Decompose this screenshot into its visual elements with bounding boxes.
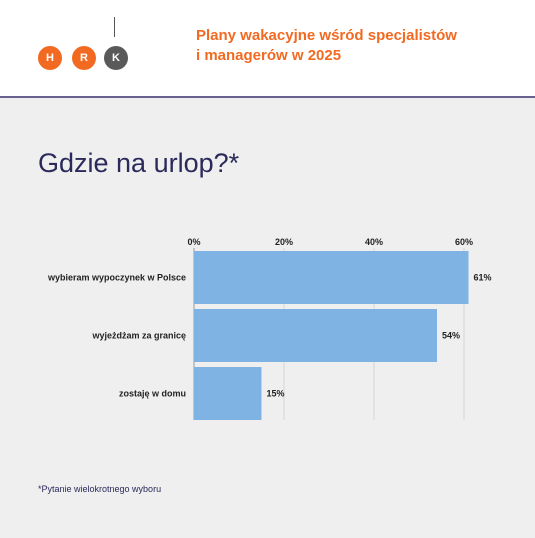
logo-letter-h: H [38,46,62,70]
category-label-0: wybieram wypoczynek w Polsce [47,273,186,283]
bar-2 [194,367,262,420]
logo-letter-k: K [104,46,128,70]
header-title-line1: Plany wakacyjne wśród specjalistów [196,27,457,44]
header-title: Plany wakacyjne wśród specjalistów i man… [196,26,516,66]
category-label-2: zostaję w domu [119,389,186,399]
bar-0 [194,251,469,304]
chart-title: Gdzie na urlop?* [38,148,240,178]
header: H R K Plany wakacyjne wśród specjalistów… [0,0,535,98]
category-label-1: wyjeżdżam za granicę [91,331,186,341]
x-tick-label-1: 20% [275,237,293,247]
header-title-line2: i managerów w 2025 [196,47,342,64]
x-tick-label-2: 40% [365,237,383,247]
footnote: *Pytanie wielokrotnego wyboru [38,484,162,494]
x-tick-label-0: 0% [187,237,200,247]
bar-1 [194,309,437,362]
value-label-2: 15% [267,389,285,399]
value-label-1: 54% [442,331,460,341]
x-tick-label-3: 60% [455,237,473,247]
value-label-0: 61% [474,273,492,283]
logo-divider [114,17,115,37]
logo-letter-r: R [72,46,96,70]
